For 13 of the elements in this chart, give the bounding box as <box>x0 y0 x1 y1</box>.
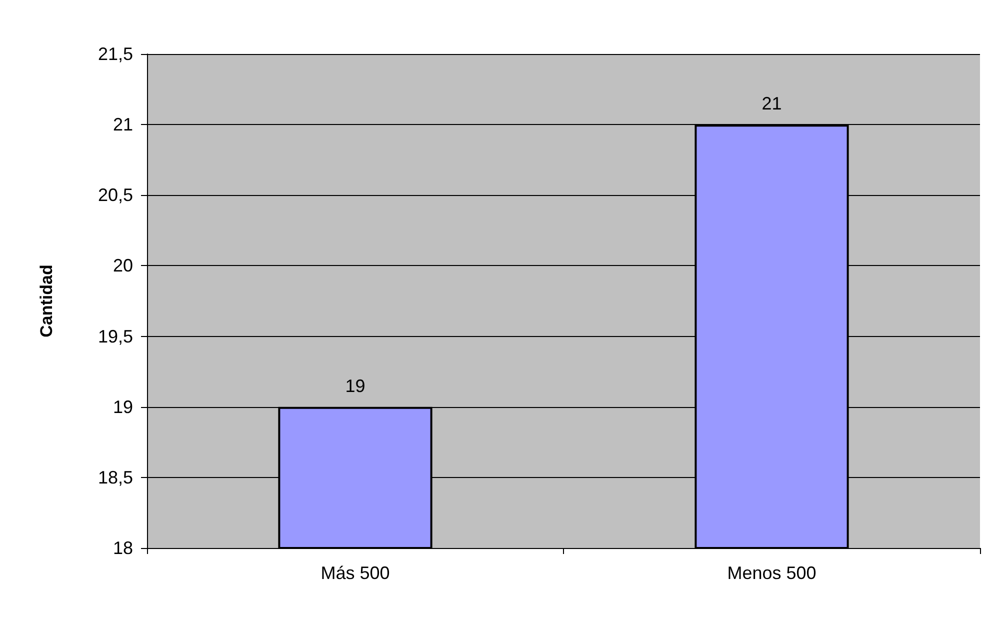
data-label: 21 <box>762 94 782 114</box>
y-tick-label: 21,5 <box>98 44 133 64</box>
y-tick-label: 18,5 <box>98 467 133 488</box>
y-tick-label: 18 <box>112 538 133 558</box>
y-axis-title: Cantidad <box>37 264 56 338</box>
y-tick-label: 19,5 <box>98 326 133 346</box>
y-tick-label: 20,5 <box>98 185 133 206</box>
data-label: 19 <box>345 376 366 396</box>
x-tick-label: Menos 500 <box>727 563 816 583</box>
y-tick-label: 20 <box>112 256 133 276</box>
x-tick-label: Más 500 <box>320 563 390 583</box>
y-tick-label: 19 <box>112 396 133 417</box>
y-tick-label: 21 <box>112 114 133 135</box>
